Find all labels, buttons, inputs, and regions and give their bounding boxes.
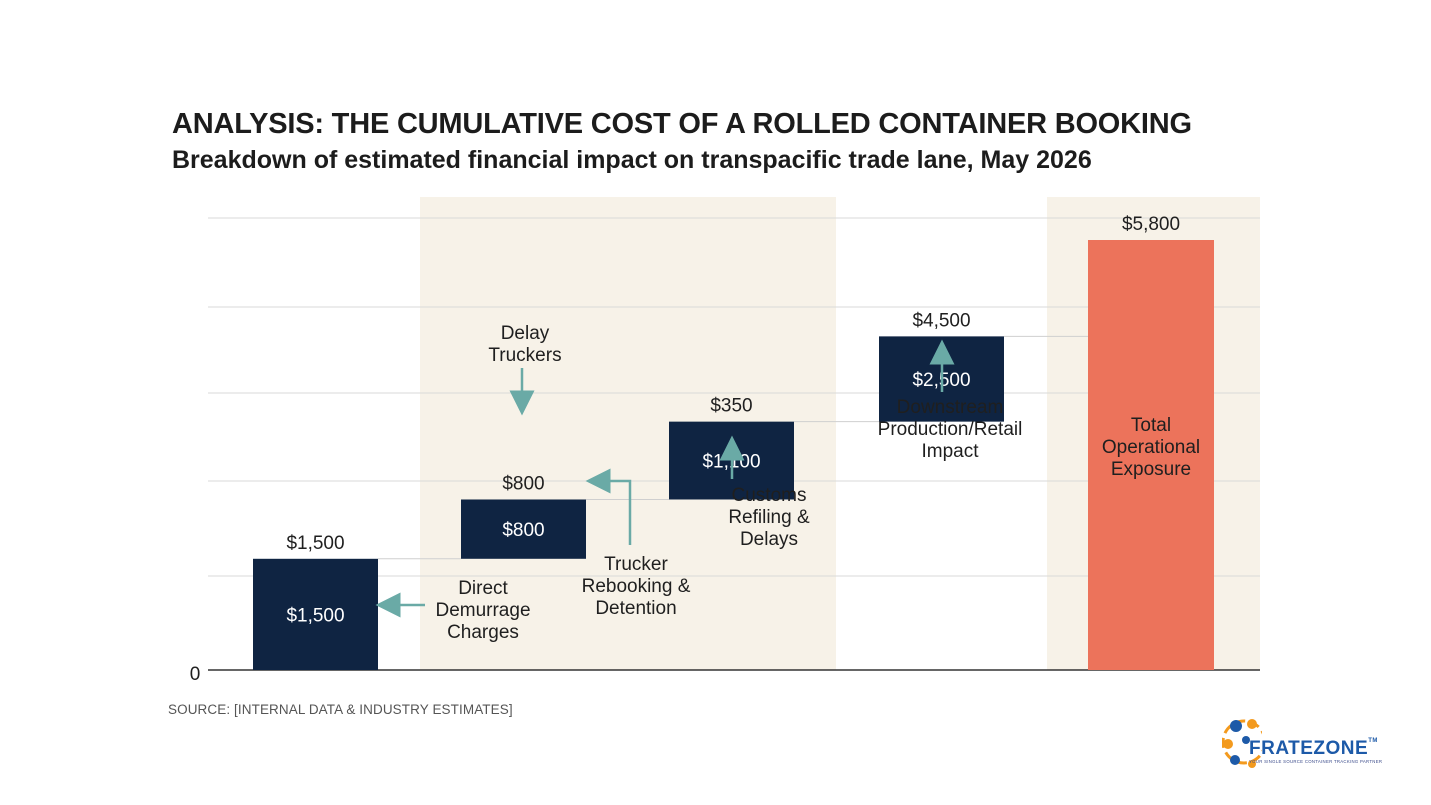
bar-top-label: $4,500 — [912, 310, 970, 331]
bar-value-label: $1,500 — [286, 605, 344, 626]
waterfall-bar — [461, 499, 586, 559]
chart-title: ANALYSIS: THE CUMULATIVE COST OF A ROLLE… — [172, 108, 1192, 140]
annotation-label: Demurrage — [435, 600, 530, 621]
annotation-label: Charges — [447, 622, 519, 643]
annotation-label: Trucker — [604, 554, 668, 575]
annotation-label: Delay — [501, 323, 550, 344]
annotation-label: Direct — [458, 578, 508, 599]
annotation-label: Rebooking & — [582, 576, 691, 597]
logo-brand: FRATEZONETM — [1249, 738, 1378, 760]
annotation-label: Refiling & — [728, 507, 810, 528]
annotation-label: Production/Retail — [878, 419, 1023, 440]
bar-top-label: $800 — [502, 473, 544, 494]
chart-subtitle: Breakdown of estimated financial impact … — [172, 146, 1092, 174]
annotation-label: Detention — [595, 598, 676, 619]
total-bar-label: Total — [1131, 415, 1171, 436]
total-top-label: $5,800 — [1122, 214, 1180, 235]
logo-tagline: YOUR SINGLE SOURCE CONTAINER TRACKING PA… — [1249, 759, 1383, 764]
annotation-label: Impact — [921, 441, 979, 462]
annotation-label: Delays — [740, 529, 798, 550]
bar-value-label: $800 — [502, 520, 544, 541]
annotation-label: Downstream — [897, 397, 1004, 418]
y-tick-label: 0 — [190, 664, 201, 685]
fratezone-logo: FRATEZONETM YOUR SINGLE SOURCE CONTAINER… — [1221, 712, 1392, 778]
background-band — [420, 197, 628, 670]
total-bar-label: Operational — [1102, 437, 1200, 458]
bar-top-label: $350 — [710, 396, 752, 417]
annotation-label: Customs — [732, 485, 807, 506]
bar-top-label: $1,500 — [286, 533, 344, 554]
globe-logo-icon — [1221, 719, 1267, 768]
waterfall-bar — [253, 558, 378, 670]
total-bar-label: Exposure — [1111, 459, 1191, 480]
logo-trademark: TM — [1368, 738, 1378, 744]
source-note: SOURCE: [INTERNAL DATA & INDUSTRY ESTIMA… — [168, 702, 513, 717]
annotation-arrow — [585, 468, 632, 545]
logo-brand-text: FRATEZONE — [1249, 738, 1369, 759]
total-bar — [1088, 240, 1214, 670]
annotation-label: Truckers — [488, 345, 561, 366]
